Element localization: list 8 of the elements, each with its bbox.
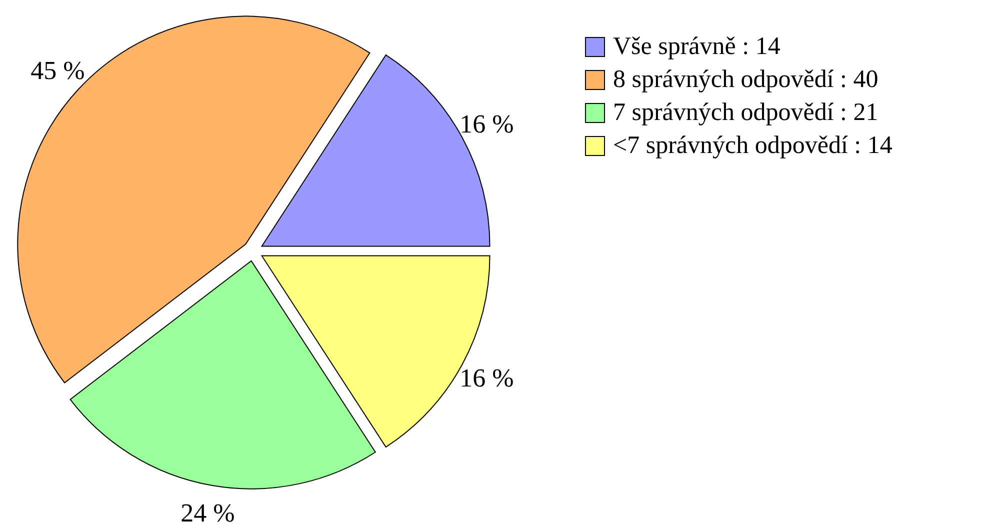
data-label: 45 % [30,56,85,85]
legend-label: 7 správných odpovědí : 21 [613,98,880,128]
legend-label: <7 správných odpovědí : 14 [613,131,892,161]
data-label: 16 % [460,363,514,392]
legend-label: Vše správně : 14 [613,32,782,62]
legend-label: 8 správných odpovědí : 40 [613,65,880,95]
data-label: 24 % [180,498,235,528]
data-label: 16 % [460,110,514,139]
